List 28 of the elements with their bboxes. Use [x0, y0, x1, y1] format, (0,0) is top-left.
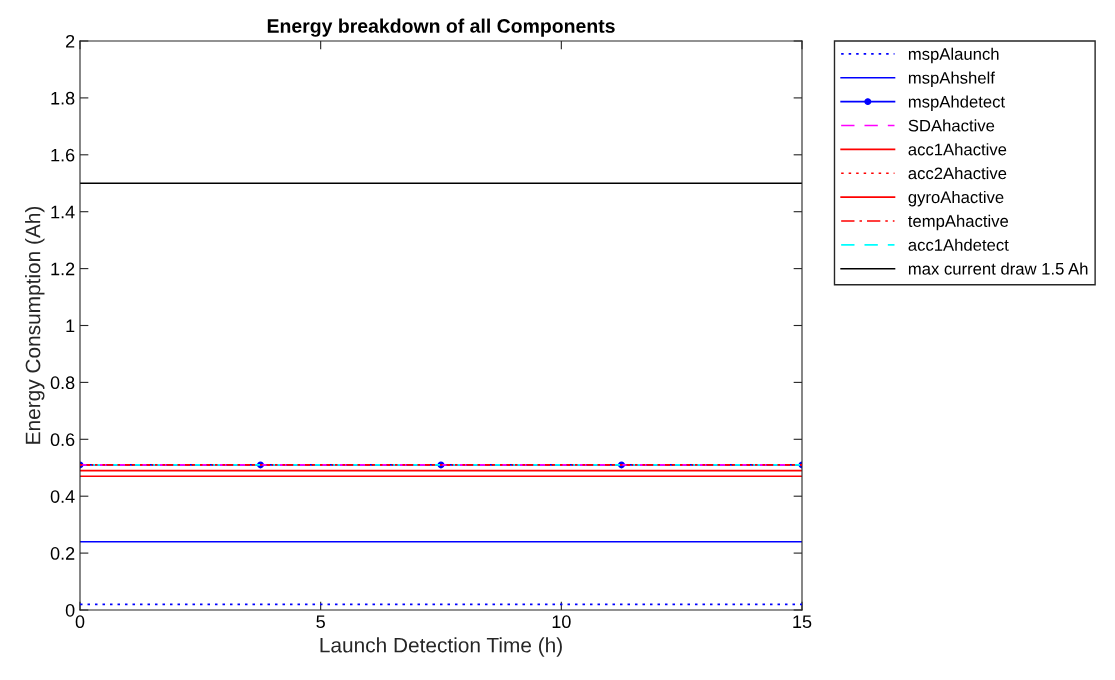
x-tick-label: 0	[75, 615, 85, 629]
y-tick-label: 1	[66, 319, 75, 333]
x-tick-label: 15	[793, 615, 812, 629]
legend-label: mspAhshelf	[908, 71, 995, 88]
x-axis-title: Launch Detection Time (h)	[320, 637, 562, 657]
y-tick-label: 0.4	[50, 490, 75, 503]
y-tick-label: 0.2	[50, 547, 75, 560]
x-tick-label: 5	[316, 615, 325, 629]
y-tick-label: 0.8	[50, 376, 75, 390]
y-tick-label: 1.8	[51, 91, 75, 105]
y-tick-label: 1.4	[51, 205, 75, 219]
legend-label: gyroAhactive	[908, 190, 1004, 207]
x-tick-label: 10	[552, 615, 571, 629]
y-tick-label: 0.6	[50, 433, 75, 447]
legend-label: acc1Ahdetect	[908, 238, 1009, 251]
legend-label: acc1Ahactive	[908, 143, 1007, 156]
legend-label: SDAhactive	[908, 119, 995, 132]
legend-label: tempAhactive	[908, 214, 1009, 231]
y-tick-label: 2	[66, 34, 75, 48]
legend-label: mspAlaunch	[908, 47, 999, 64]
y-tick-label: 0	[65, 603, 75, 617]
legend-label: mspAhdetect	[908, 95, 1005, 111]
chart-title: Energy breakdown of all Components	[267, 18, 615, 37]
y-axis-title: Energy Consumption (Ah)	[25, 206, 45, 444]
y-tick-label: 1.6	[51, 148, 75, 162]
legend-label: max current draw 1.5 Ah	[908, 262, 1088, 275]
legend-label: acc2Ahactive	[908, 167, 1007, 180]
y-tick-label: 1.2	[51, 262, 75, 276]
